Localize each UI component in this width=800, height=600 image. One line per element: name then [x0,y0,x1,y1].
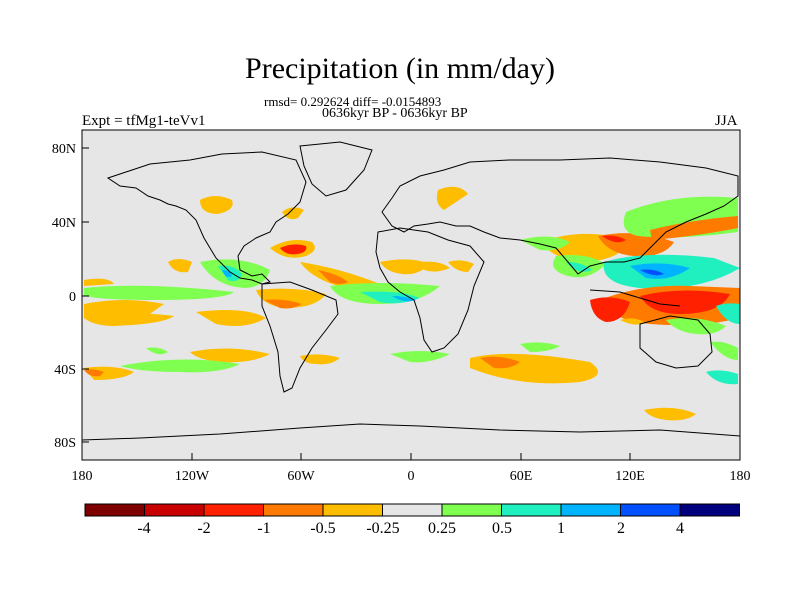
patch-negative [84,369,104,377]
coastline-europe-asia [381,157,739,275]
patch-negative [480,356,520,369]
patch-positive [640,269,664,276]
patch-negative [282,207,304,220]
patch-negative [84,278,114,286]
colorbar-label: -0.25 [366,520,399,537]
coastline-africa [375,227,485,353]
colorbar-box [560,503,621,517]
colorbar-box [441,503,502,517]
lon-label: 0 [408,469,415,484]
patch-positive [666,318,726,335]
patch-positive [222,270,232,278]
lat-label: 40N [52,216,76,231]
lat-label: 80S [54,436,76,451]
lon-label: 180 [72,469,93,484]
patch-negative [84,312,174,326]
lat-label: 40S [54,363,76,378]
colorbar-labels: -4 -2 -1 -0.5 -0.25 0.25 0.5 1 2 4 [137,520,684,537]
patch-positive [146,347,168,355]
rmsd-diff-text: rmsd= 0.292624 diff= -0.0154893 [264,94,442,109]
patch-negative [640,290,730,314]
patch-negative [190,348,270,363]
colorbar-label: -2 [197,520,210,537]
patch-positive [716,303,740,324]
colorbar-box [620,503,681,517]
patch-positive [390,351,450,363]
lat-labels: 80N 40N 0 40S 80S [52,142,76,451]
patch-positive [84,285,234,300]
colorbar-label: 0.5 [492,520,512,537]
colorbar-label: 2 [617,520,625,537]
colorbar-box [84,503,145,517]
colorbar-label: 1 [557,520,565,537]
colorbar: -4 -2 -1 -0.5 -0.25 0.25 0.5 1 2 4 [84,503,740,537]
coastline-australia [639,315,713,369]
colorbar-box [322,503,383,517]
season-label: JJA [715,113,738,129]
patch-negative [200,196,233,214]
coastline-antarctica [81,423,741,441]
patch-negative [620,318,644,325]
coastline-south-america [261,281,339,393]
patch-positive [520,342,560,352]
colorbar-label: -0.5 [310,520,335,537]
patch-positive [392,296,416,302]
coastline-north-america [106,151,307,285]
patch-negative [264,299,302,309]
patch-positive [706,370,738,385]
patch-negative [168,259,192,273]
lon-label: 120E [615,469,645,484]
colorbar-box [144,503,205,517]
patch-negative [196,310,266,326]
patch-negative [380,259,430,275]
colorbar-label: -1 [257,520,270,537]
colorbar-label: 4 [676,520,684,537]
patch-negative [436,186,468,210]
patch-negative [300,354,340,365]
colorbar-label: 0.25 [428,520,456,537]
lat-label: 0 [69,290,76,305]
lon-labels: 180 120W 60W 0 60E 120E 180 [72,469,751,484]
coastlines [81,141,741,441]
axis-ticks [82,147,631,460]
period-text: 0636kyr BP - 0636kyr BP [322,106,468,121]
coastline-indonesia [589,289,681,307]
colorbar-box [263,503,324,517]
lon-label: 180 [730,469,751,484]
lon-label: 120W [175,469,210,484]
lon-label: 60W [287,469,315,484]
plot-title: Precipitation (in mm/day) [245,52,555,85]
colorbar-box [679,503,740,517]
colorbar-box [203,503,264,517]
coastline-greenland [299,141,373,197]
patch-negative [590,297,630,322]
colorbar-box [501,503,562,517]
colorbar-box [382,503,443,517]
patch-positive [710,341,738,360]
lat-label: 80N [52,142,76,157]
patch-positive [630,263,690,279]
patch-negative [448,260,474,272]
patch-negative [650,216,738,240]
patch-negative [644,407,696,421]
colorbar-boxes [84,503,740,517]
lon-label: 60E [510,469,533,484]
patch-negative [602,235,626,243]
precipitation-map: 80N 40N 0 40S 80S 180 120W 60W 0 60E 120… [52,129,751,484]
colorbar-label: -4 [137,520,150,537]
patch-positive [120,359,240,373]
patch-negative [280,244,307,255]
experiment-label: Expt = tfMg1-teVv1 [82,113,206,129]
patch-positive [520,236,570,251]
patch-negative [420,261,450,272]
patch-negative [318,270,348,284]
